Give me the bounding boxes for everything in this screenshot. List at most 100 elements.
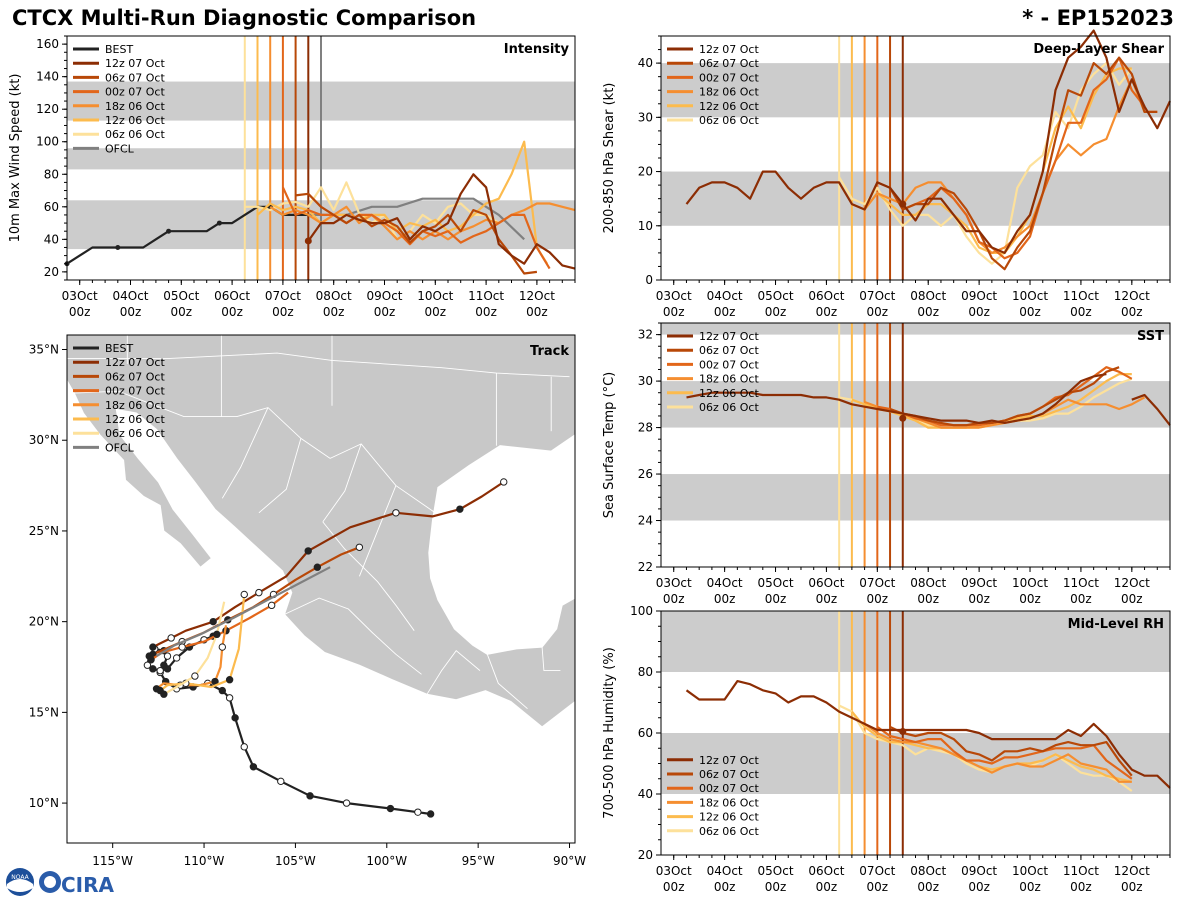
track-point — [231, 714, 239, 722]
track-point — [149, 643, 157, 651]
x-tick-hour: 00z — [425, 305, 447, 319]
x-tick-hour: 00z — [475, 305, 497, 319]
x-tick-date: 09Oct — [961, 289, 997, 303]
legend-label: 18z 06 Oct — [105, 399, 165, 412]
legend-label: 12z 07 Oct — [105, 57, 165, 70]
legend-label: 12z 07 Oct — [699, 754, 759, 767]
track-point — [240, 743, 248, 751]
legend-label: 00z 07 Oct — [105, 86, 165, 99]
y-tick-label: 80 — [638, 665, 653, 679]
lat-tick-label: 10°N — [29, 796, 59, 810]
series-point — [216, 220, 222, 226]
track-point — [355, 543, 364, 551]
cira-logo-icon: CIRA — [39, 871, 114, 897]
x-tick-hour: 00z — [663, 880, 685, 894]
x-tick-hour: 00z — [867, 305, 889, 319]
series-line-06z-07-Oct — [889, 56, 1158, 271]
map-border — [284, 597, 422, 675]
track-point — [178, 643, 186, 651]
x-tick-hour: 00z — [221, 305, 243, 319]
legend-label: 18z 06 Oct — [105, 100, 165, 113]
y-tick-label: 32 — [638, 328, 653, 342]
legend-label: 06z 06 Oct — [699, 114, 759, 127]
x-tick-date: 11Oct — [1063, 864, 1099, 878]
track-point — [167, 634, 175, 642]
panel-title: Track — [530, 344, 569, 359]
lat-tick-label: 15°N — [29, 705, 59, 719]
x-tick-date: 12Oct — [1114, 864, 1150, 878]
lat-tick-label: 35°N — [29, 343, 59, 357]
series-line-06z-07-Oct — [889, 366, 1120, 427]
map-border — [74, 390, 439, 515]
current-shear-point — [899, 200, 907, 208]
x-tick-date: 05Oct — [163, 289, 199, 303]
track-point — [225, 694, 234, 702]
track-point — [225, 676, 234, 684]
track-point — [143, 661, 152, 669]
panel-title: Intensity — [504, 42, 570, 57]
x-tick-date: 07Oct — [859, 289, 895, 303]
x-tick-hour: 00z — [968, 305, 990, 319]
y-tick-label: 40 — [44, 232, 59, 246]
lon-tick-label: 110°W — [184, 854, 225, 868]
legend-label: 12z 07 Oct — [699, 330, 759, 343]
noaa-logo-icon: NOAA — [6, 868, 34, 896]
legend-label: 12z 07 Oct — [105, 356, 165, 369]
track-point — [209, 617, 217, 626]
series-line-00z-07-Oct — [876, 56, 1146, 260]
x-tick-date: 06Oct — [808, 289, 844, 303]
y-tick-label: 20 — [638, 848, 653, 862]
y-tick-label: 60 — [638, 726, 653, 740]
track-point — [191, 672, 199, 680]
legend-label: 06z 06 Oct — [699, 401, 759, 414]
x-tick-hour: 00z — [1070, 880, 1092, 894]
track-point — [255, 588, 263, 597]
figure-title: CTCX Multi-Run Diagnostic Comparison — [12, 6, 477, 30]
x-tick-hour: 00z — [1121, 305, 1143, 319]
track-point — [249, 763, 258, 771]
map-frame — [66, 334, 576, 844]
x-tick-hour: 00z — [323, 305, 345, 319]
track-point — [240, 590, 248, 599]
y-tick-label: 100 — [630, 604, 653, 618]
x-tick-date: 12Oct — [1114, 289, 1150, 303]
x-tick-hour: 00z — [867, 592, 889, 606]
track-line-06z-06-Oct — [163, 601, 226, 696]
track-point — [213, 630, 221, 639]
x-tick-hour: 00z — [1121, 880, 1143, 894]
y-tick-label: 140 — [36, 70, 59, 84]
legend-label: 00z 07 Oct — [699, 782, 759, 795]
y-tick-label: 160 — [36, 37, 59, 51]
x-tick-hour: 00z — [663, 592, 685, 606]
legend-label: BEST — [105, 342, 133, 355]
panel-sst: 22 24 26 28 30 32 03Oct 00z 04Oct 00z 05Oct 00z 06Oc… — [602, 322, 1171, 606]
track-point — [218, 686, 227, 695]
legend-label: 12z 06 Oct — [699, 811, 759, 824]
x-tick-date: 08Oct — [910, 864, 946, 878]
legend-label: 00z 07 Oct — [699, 71, 759, 84]
panel-rh: 20 40 60 80 100 03Oct 00z 04Oct 00z 05Oct 00z 06Oct… — [602, 604, 1171, 894]
track-point — [313, 563, 322, 571]
legend-label: 06z 07 Oct — [699, 768, 759, 781]
y-tick-label: 80 — [44, 167, 59, 181]
legend-label: 06z 06 Oct — [699, 825, 759, 838]
y-tick-label: 100 — [36, 135, 59, 149]
x-tick-date: 05Oct — [758, 576, 794, 590]
x-tick-hour: 00z — [714, 592, 736, 606]
x-tick-hour: 00z — [917, 592, 939, 606]
legend-label: 06z 07 Oct — [699, 344, 759, 357]
x-tick-hour: 00z — [120, 305, 142, 319]
track-point — [304, 547, 312, 555]
x-tick-date: 04Oct — [707, 576, 743, 590]
track-point — [386, 804, 395, 813]
x-tick-hour: 00z — [765, 305, 787, 319]
track-point — [277, 777, 285, 786]
threshold-band — [661, 474, 1170, 521]
y-axis-label: 10m Max Wind Speed (kt) — [8, 74, 23, 243]
x-tick-hour: 00z — [171, 305, 193, 319]
track-point — [172, 654, 181, 662]
y-tick-label: 60 — [44, 200, 59, 214]
